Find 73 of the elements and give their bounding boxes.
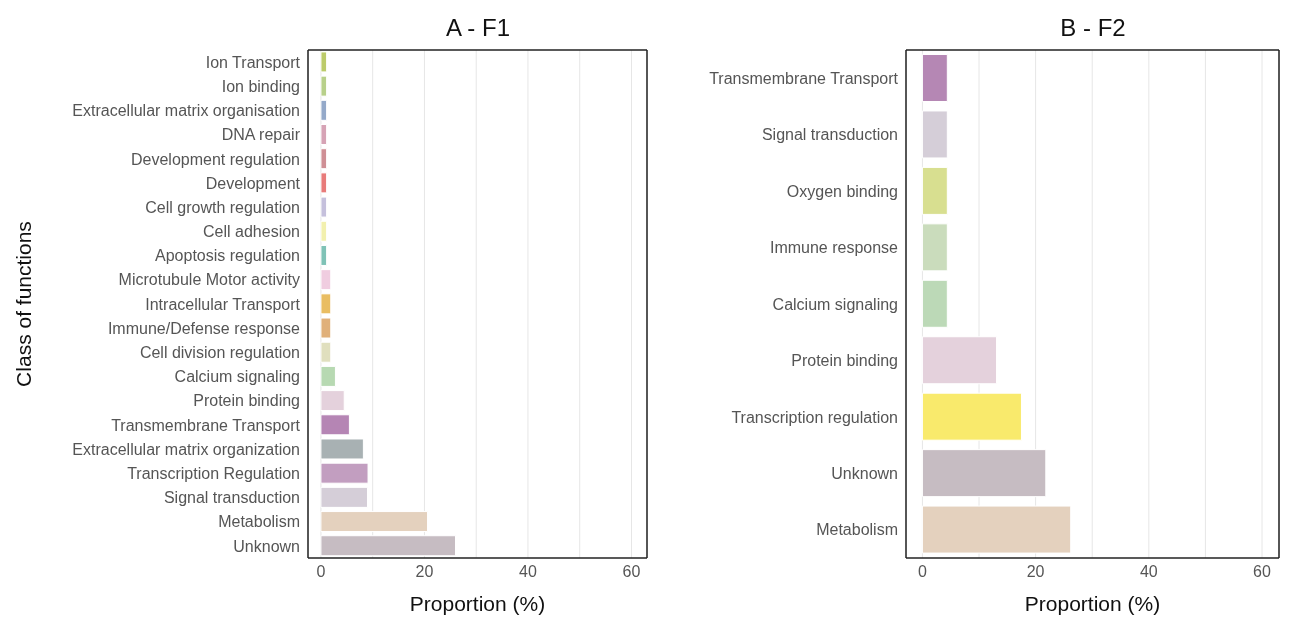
bar <box>320 196 328 218</box>
y-tick-label: Signal transduction <box>163 489 300 507</box>
y-tick-label: Cell adhesion <box>203 223 300 241</box>
y-tick-label: Unknown <box>831 465 898 483</box>
x-tick-label: 40 <box>1139 563 1158 581</box>
bar <box>921 223 948 272</box>
bar <box>320 124 328 146</box>
bar <box>320 220 328 242</box>
y-tick-label: Immune/Defense response <box>107 319 301 337</box>
bar <box>320 244 328 266</box>
y-tick-label: Microtubule Motor activity <box>118 271 300 289</box>
y-tick-label: Transmembrane Transport <box>111 416 301 434</box>
y-tick-label: Metabolism <box>218 513 300 531</box>
y-tick-label: Calcium signaling <box>174 368 300 386</box>
bar <box>320 99 328 121</box>
y-tick-label: Protein binding <box>791 352 898 370</box>
x-tick-label: 20 <box>415 563 434 581</box>
x-tick-label: 0 <box>917 563 927 581</box>
y-tick-label: Apoptosis regulation <box>155 247 300 265</box>
y-tick-label: Oxygen binding <box>786 182 898 200</box>
chart-title: A - F1 <box>445 13 511 43</box>
bar <box>320 390 345 412</box>
y-tick-label: Ion binding <box>221 77 300 95</box>
y-tick-label: DNA repair <box>221 126 301 144</box>
bar <box>320 269 332 291</box>
y-tick-label: Cell growth regulation <box>145 198 300 216</box>
x-tick-label: 60 <box>1253 563 1272 581</box>
bar <box>921 449 1047 498</box>
bar <box>320 486 369 508</box>
y-axis-title: Class of functions <box>12 221 36 387</box>
x-tick-label: 20 <box>1026 563 1045 581</box>
y-tick-label: Transmembrane Transport <box>709 69 899 87</box>
bar <box>320 172 328 194</box>
bar <box>320 535 456 557</box>
y-tick-label: Ion Transport <box>205 53 301 71</box>
bar <box>921 166 948 215</box>
bar <box>320 365 336 387</box>
bar <box>921 54 948 103</box>
y-tick-label: Metabolism <box>816 521 898 539</box>
bar <box>921 110 948 159</box>
bar <box>320 511 429 533</box>
bar <box>921 336 998 385</box>
bar <box>320 293 332 315</box>
y-tick-label: Extracellular matrix organization <box>72 440 300 458</box>
y-tick-label: Development <box>205 174 301 192</box>
y-tick-label: Protein binding <box>193 392 300 410</box>
y-tick-label: Calcium signaling <box>772 295 898 313</box>
bar <box>320 75 328 97</box>
y-tick-label: Unknown <box>233 537 300 555</box>
bar <box>921 279 948 328</box>
y-tick-label: Intracellular Transport <box>145 295 301 313</box>
bar <box>320 148 328 170</box>
bar <box>320 462 369 484</box>
y-tick-label: Extracellular matrix organisation <box>72 102 300 120</box>
bar <box>320 438 364 460</box>
y-tick-label: Development regulation <box>131 150 300 168</box>
y-tick-label: Transcription regulation <box>731 408 898 426</box>
bar <box>320 51 328 73</box>
y-tick-label: Signal transduction <box>761 126 898 144</box>
chart-title: B - F2 <box>1059 13 1127 43</box>
y-tick-label: Immune response <box>769 239 899 257</box>
bar <box>320 317 332 339</box>
bar <box>921 392 1022 441</box>
bar <box>320 341 332 363</box>
x-tick-label: 60 <box>622 563 641 581</box>
x-tick-label: 40 <box>519 563 537 581</box>
x-axis-title: Proportion (%) <box>1024 592 1161 615</box>
x-axis-title: Proportion (%) <box>409 592 546 615</box>
bar <box>921 505 1072 554</box>
y-tick-label: Cell division regulation <box>139 344 300 362</box>
bar <box>320 414 350 436</box>
y-tick-label: Transcription Regulation <box>127 465 300 483</box>
x-tick-label: 0 <box>316 563 326 581</box>
